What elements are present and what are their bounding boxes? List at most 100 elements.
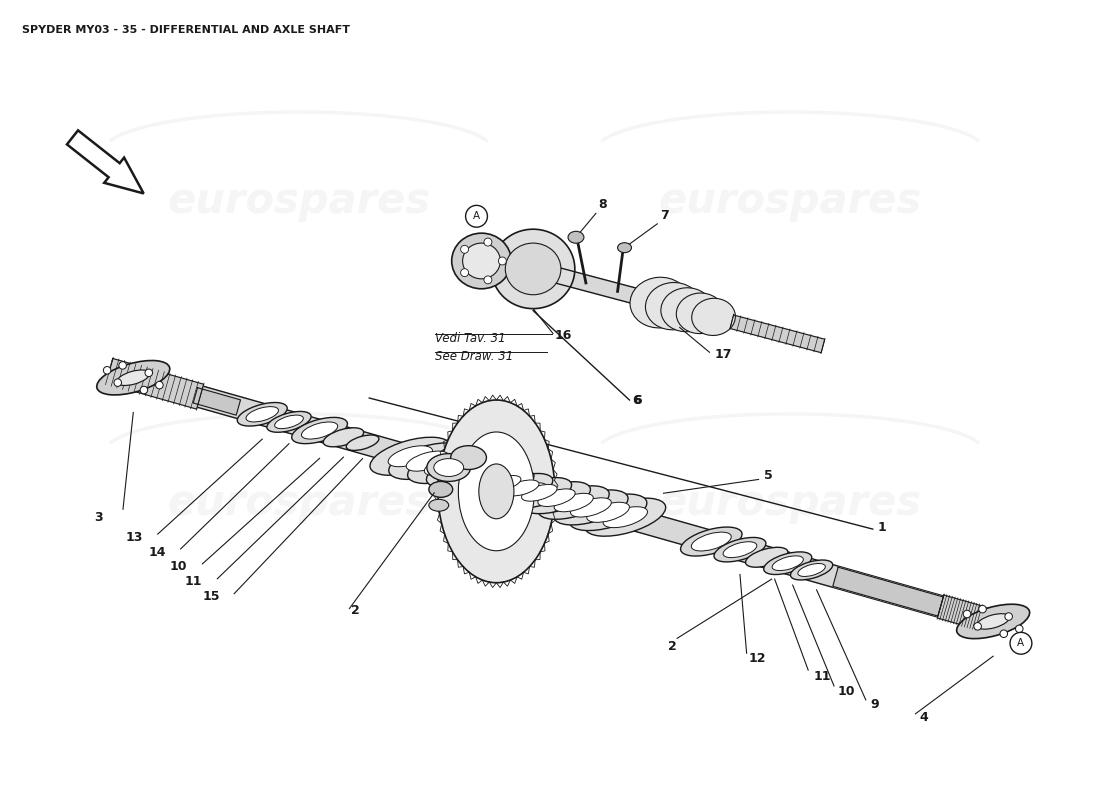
Ellipse shape bbox=[429, 499, 449, 511]
Text: 15: 15 bbox=[202, 590, 220, 603]
Ellipse shape bbox=[459, 432, 535, 550]
Ellipse shape bbox=[798, 563, 825, 577]
Ellipse shape bbox=[425, 456, 465, 476]
Text: 2: 2 bbox=[351, 604, 360, 617]
Text: A: A bbox=[473, 211, 480, 222]
Text: 9: 9 bbox=[871, 698, 879, 711]
Ellipse shape bbox=[515, 483, 547, 498]
Ellipse shape bbox=[553, 490, 628, 525]
Ellipse shape bbox=[646, 282, 701, 330]
Text: 11: 11 bbox=[185, 575, 202, 588]
Ellipse shape bbox=[238, 402, 287, 426]
Ellipse shape bbox=[323, 428, 364, 447]
Ellipse shape bbox=[507, 478, 572, 508]
Text: eurospares: eurospares bbox=[659, 482, 922, 524]
Ellipse shape bbox=[478, 464, 514, 518]
Ellipse shape bbox=[433, 458, 463, 477]
Ellipse shape bbox=[681, 527, 742, 556]
Circle shape bbox=[964, 610, 971, 618]
Ellipse shape bbox=[521, 485, 557, 501]
Ellipse shape bbox=[603, 506, 648, 528]
Text: 14: 14 bbox=[148, 546, 166, 559]
Text: 6: 6 bbox=[632, 394, 641, 406]
Text: See Draw. 31: See Draw. 31 bbox=[436, 350, 514, 363]
Ellipse shape bbox=[630, 278, 690, 328]
Circle shape bbox=[145, 369, 153, 377]
Ellipse shape bbox=[538, 486, 609, 519]
Circle shape bbox=[484, 276, 492, 284]
Ellipse shape bbox=[370, 438, 451, 475]
Ellipse shape bbox=[977, 614, 1010, 629]
Ellipse shape bbox=[301, 422, 338, 439]
Text: eurospares: eurospares bbox=[167, 180, 430, 222]
Text: Vedi Tav. 31: Vedi Tav. 31 bbox=[436, 333, 506, 346]
Ellipse shape bbox=[746, 547, 788, 567]
Ellipse shape bbox=[505, 480, 539, 496]
Circle shape bbox=[155, 382, 163, 389]
Circle shape bbox=[484, 238, 492, 246]
Circle shape bbox=[461, 246, 469, 254]
Ellipse shape bbox=[442, 462, 482, 480]
Polygon shape bbox=[833, 567, 944, 616]
Text: 2: 2 bbox=[668, 640, 676, 653]
Text: 1: 1 bbox=[878, 521, 887, 534]
Ellipse shape bbox=[438, 400, 554, 582]
Ellipse shape bbox=[488, 475, 521, 490]
Ellipse shape bbox=[476, 470, 534, 497]
Ellipse shape bbox=[957, 604, 1030, 638]
Text: 17: 17 bbox=[714, 348, 732, 361]
Ellipse shape bbox=[617, 242, 631, 253]
Circle shape bbox=[140, 386, 147, 394]
Ellipse shape bbox=[292, 418, 348, 444]
Ellipse shape bbox=[723, 542, 757, 558]
Circle shape bbox=[103, 366, 111, 374]
Ellipse shape bbox=[492, 474, 553, 502]
Ellipse shape bbox=[661, 288, 713, 332]
Polygon shape bbox=[537, 482, 991, 630]
Ellipse shape bbox=[451, 446, 486, 470]
Ellipse shape bbox=[461, 467, 498, 485]
Circle shape bbox=[498, 257, 506, 265]
Ellipse shape bbox=[427, 454, 497, 488]
Ellipse shape bbox=[346, 435, 378, 450]
Ellipse shape bbox=[97, 361, 169, 395]
Ellipse shape bbox=[117, 370, 150, 386]
Text: 10: 10 bbox=[838, 686, 856, 698]
Ellipse shape bbox=[522, 482, 591, 514]
Polygon shape bbox=[194, 388, 241, 415]
Text: eurospares: eurospares bbox=[167, 482, 430, 524]
Circle shape bbox=[1015, 625, 1023, 633]
Ellipse shape bbox=[791, 560, 833, 580]
Text: SPYDER MY03 - 35 - DIFFERENTIAL AND AXLE SHAFT: SPYDER MY03 - 35 - DIFFERENTIAL AND AXLE… bbox=[22, 25, 350, 34]
Text: 16: 16 bbox=[556, 329, 572, 342]
Ellipse shape bbox=[463, 243, 500, 279]
Ellipse shape bbox=[427, 454, 471, 482]
Ellipse shape bbox=[570, 494, 647, 530]
Text: A: A bbox=[1018, 638, 1024, 648]
Circle shape bbox=[974, 622, 981, 630]
Ellipse shape bbox=[429, 482, 453, 498]
Ellipse shape bbox=[568, 231, 584, 243]
Circle shape bbox=[1005, 613, 1012, 620]
Text: 3: 3 bbox=[95, 510, 103, 524]
Text: 11: 11 bbox=[813, 670, 830, 682]
Text: 6: 6 bbox=[634, 394, 642, 406]
Circle shape bbox=[461, 269, 469, 277]
Ellipse shape bbox=[406, 451, 449, 471]
Ellipse shape bbox=[571, 498, 612, 517]
Polygon shape bbox=[937, 595, 982, 629]
Ellipse shape bbox=[492, 229, 575, 309]
Text: 7: 7 bbox=[660, 209, 669, 222]
Ellipse shape bbox=[763, 552, 812, 574]
Polygon shape bbox=[106, 358, 204, 409]
Circle shape bbox=[465, 206, 487, 227]
Circle shape bbox=[979, 606, 987, 613]
Polygon shape bbox=[107, 361, 504, 493]
Circle shape bbox=[119, 362, 126, 369]
Ellipse shape bbox=[267, 411, 311, 432]
Ellipse shape bbox=[388, 443, 466, 479]
Circle shape bbox=[1000, 630, 1008, 638]
Text: 13: 13 bbox=[125, 530, 143, 543]
Circle shape bbox=[1010, 632, 1032, 654]
Ellipse shape bbox=[478, 472, 514, 489]
